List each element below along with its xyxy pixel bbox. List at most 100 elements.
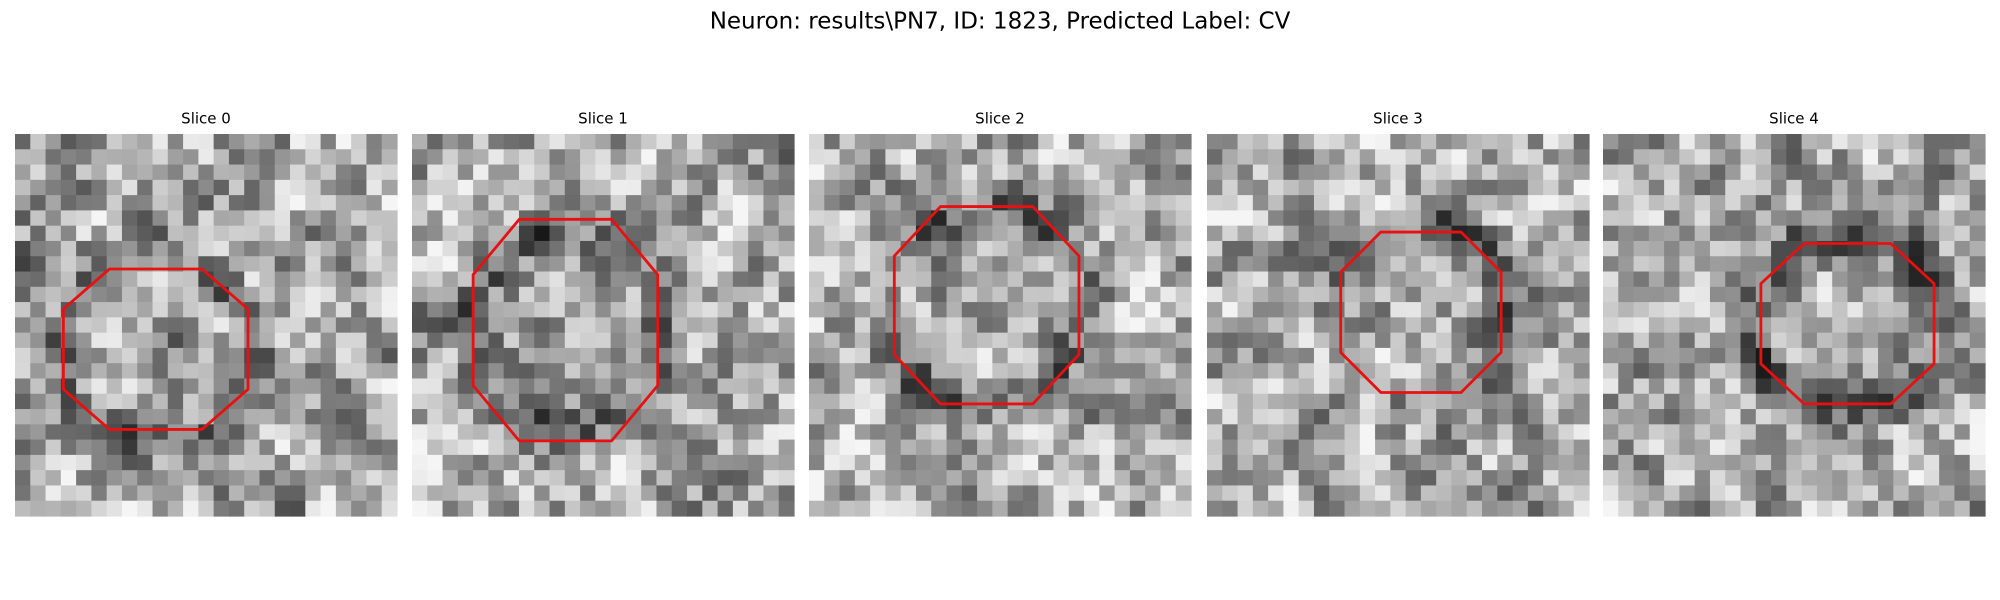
pixel (900, 393, 917, 410)
pixel (1405, 424, 1422, 441)
pixel (900, 470, 917, 487)
pixel (1740, 195, 1757, 211)
pixel (1283, 317, 1300, 334)
pixel (900, 179, 917, 196)
pixel (503, 409, 520, 425)
pixel (702, 286, 719, 303)
pixel (427, 347, 444, 364)
pixel (1832, 424, 1849, 441)
pixel (1466, 225, 1483, 242)
pixel (748, 424, 765, 441)
pixel (1862, 256, 1879, 273)
pixel (992, 286, 1009, 303)
pixel (1390, 302, 1407, 318)
pixel (183, 470, 199, 487)
pixel (1329, 286, 1346, 303)
pixel (1252, 363, 1269, 380)
pixel (1222, 179, 1239, 196)
pixel (305, 347, 322, 364)
pixel (1664, 363, 1680, 380)
pixel (671, 195, 688, 211)
pixel (244, 240, 261, 257)
pixel (946, 210, 963, 227)
pixel (854, 149, 871, 166)
pixel (1237, 470, 1254, 487)
pixel (687, 256, 703, 273)
pixel (1482, 454, 1498, 471)
pixel (1375, 195, 1391, 211)
pixel (564, 485, 581, 502)
pixel (488, 363, 505, 380)
pixel (809, 134, 825, 150)
pixel (824, 409, 841, 425)
pixel (1664, 210, 1680, 227)
pixel (687, 210, 703, 227)
pixel (1390, 363, 1407, 380)
pixel (427, 454, 444, 471)
pixel (503, 470, 520, 487)
pixel (1022, 179, 1039, 196)
pixel (1801, 485, 1818, 502)
pixel (946, 164, 963, 181)
pixel (1648, 424, 1665, 441)
pixel (1405, 393, 1422, 410)
pixel (1022, 409, 1039, 425)
pixel (381, 409, 398, 425)
pixel (1771, 409, 1787, 425)
pixel (625, 225, 642, 242)
pixel (824, 225, 841, 242)
pixel (457, 470, 474, 487)
pixel (1832, 256, 1849, 273)
pixel (1053, 286, 1070, 303)
pixel (778, 363, 795, 380)
pixel (946, 134, 963, 150)
pixel (1878, 363, 1894, 380)
pixel (1648, 363, 1665, 380)
pixel (977, 256, 993, 273)
pixel (30, 470, 47, 487)
pixel (977, 347, 993, 364)
pixel (274, 240, 291, 257)
pixel (442, 240, 459, 257)
pixel (1558, 424, 1575, 441)
pixel (1801, 347, 1818, 364)
pixel (1298, 500, 1315, 517)
pixel (1129, 363, 1146, 380)
pixel (702, 317, 719, 334)
pixel (1847, 286, 1864, 303)
pixel (121, 240, 138, 257)
pixel (1969, 195, 1986, 211)
pixel (1175, 286, 1192, 303)
pixel (809, 470, 825, 487)
pixel (1268, 286, 1284, 303)
pixel (1725, 256, 1742, 273)
pixel (518, 179, 535, 196)
pixel (1099, 424, 1116, 441)
pixel (1816, 271, 1833, 288)
pixel (1923, 164, 1940, 181)
pixel (1038, 195, 1055, 211)
pixel (610, 256, 627, 273)
pixel (1755, 470, 1772, 487)
pixel (854, 240, 871, 257)
pixel (1313, 179, 1330, 196)
pixel (488, 393, 505, 410)
pixel (1237, 454, 1254, 471)
pixel (1954, 332, 1971, 349)
pixel (1268, 179, 1284, 196)
pixel (1893, 271, 1910, 288)
pixel (1420, 317, 1437, 334)
pixel (931, 164, 948, 181)
pixel (1482, 240, 1498, 257)
pixel (183, 454, 199, 471)
pixel (457, 393, 474, 410)
pixel (1694, 363, 1711, 380)
pixel (137, 195, 154, 211)
pixel (1313, 302, 1330, 318)
pixel (259, 225, 276, 242)
pixel (778, 424, 795, 441)
pixel (1084, 302, 1100, 318)
pixel (1160, 363, 1177, 380)
pixel (717, 378, 734, 395)
pixel (1786, 317, 1803, 334)
